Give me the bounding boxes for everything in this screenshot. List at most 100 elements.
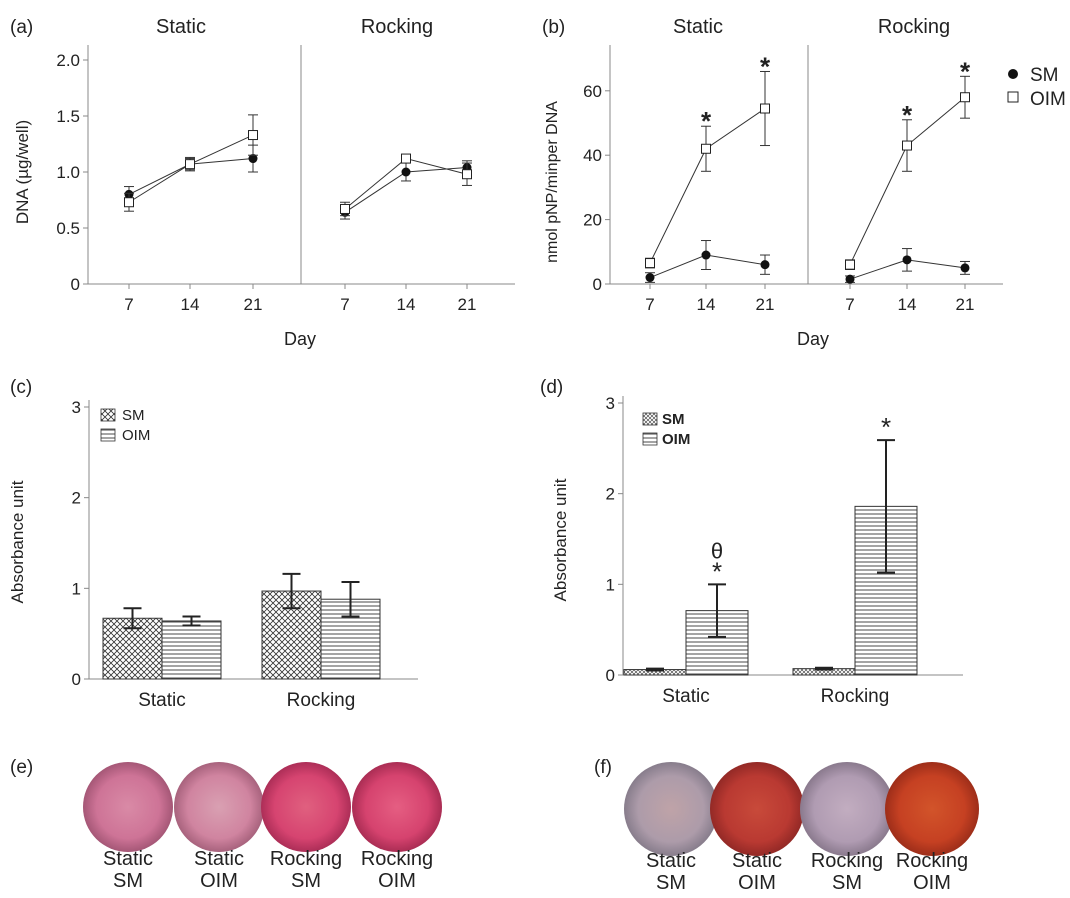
well-rim-shade xyxy=(261,762,351,852)
well-label-line1: Rocking xyxy=(360,848,434,870)
panel-d-legend-oim-swatch xyxy=(642,432,658,446)
panel-c-legend-oim-swatch xyxy=(100,428,116,442)
well-label-line1: Static xyxy=(193,848,245,870)
y-tick-label: 0.5 xyxy=(56,219,80,238)
panel-b-xlabel: Day xyxy=(797,329,829,349)
panel-a-ylabel: DNA (µg/well) xyxy=(13,120,32,224)
panel-a-xlabel: Day xyxy=(284,329,316,349)
y-tick-label: 0 xyxy=(593,275,602,294)
data-point-oim xyxy=(185,159,195,170)
panel-a-static-title: Static xyxy=(156,16,206,38)
well-label-line2: SM xyxy=(832,872,862,894)
legend-oim-label: OIM xyxy=(1030,89,1066,110)
well-label-line2: OIM xyxy=(200,870,238,892)
bar-oim xyxy=(161,620,222,680)
y-tick-label: 2 xyxy=(606,485,615,504)
well-rim-shade xyxy=(710,762,804,856)
panel-letter-f: (f) xyxy=(594,757,612,778)
significance-asterisk: * xyxy=(902,100,913,130)
x-tick-label: 21 xyxy=(458,295,477,314)
x-tick-label: 14 xyxy=(697,295,716,314)
data-point-oim xyxy=(462,169,472,180)
well-label-line1: Static xyxy=(731,850,783,872)
data-point-oim xyxy=(701,143,711,154)
y-tick-label: 1.5 xyxy=(56,107,80,126)
well-label-line1: Static xyxy=(102,848,154,870)
data-point-oim xyxy=(960,92,970,103)
data-point-sm xyxy=(760,260,770,270)
panel-a-dna-chart: DNA (µg/well) Day Static Rocking 0 0.5 1.0… xyxy=(13,16,515,349)
panel-b-ylabel: nmol pNP/minper DNA xyxy=(544,101,561,263)
panel-b-static-title: Static xyxy=(673,16,723,38)
well-rim-shade xyxy=(174,762,264,852)
data-point-sm xyxy=(845,274,855,284)
well-label-line1: Rocking xyxy=(895,850,969,872)
significance-asterisk: * xyxy=(760,51,771,81)
data-point-oim xyxy=(340,203,350,214)
panel-letter-b: (b) xyxy=(542,17,565,38)
data-point-oim xyxy=(760,103,770,114)
well-label: Static OIM xyxy=(707,850,807,894)
data-point-oim xyxy=(124,197,134,208)
y-tick-label: 2.0 xyxy=(56,51,80,70)
well-label: Static OIM xyxy=(169,848,269,892)
well-label-line2: OIM xyxy=(913,872,951,894)
y-tick-label: 0 xyxy=(71,275,80,294)
y-tick-label: 1.0 xyxy=(56,163,80,182)
significance-asterisk: * xyxy=(960,56,971,86)
y-tick-label: 1 xyxy=(72,579,81,598)
well-label: Static SM xyxy=(621,850,721,894)
y-tick-label: 2 xyxy=(72,489,81,508)
well-label-line2: SM xyxy=(291,870,321,892)
category-label: Static xyxy=(138,690,186,711)
significance-asterisk: * xyxy=(712,556,722,586)
y-tick-label: 0 xyxy=(72,670,81,689)
x-tick-label: 14 xyxy=(898,295,917,314)
x-tick-label: 14 xyxy=(397,295,416,314)
panel-b-alp-chart: nmol pNP/minper DNA Day Static Rocking S… xyxy=(544,16,1066,349)
data-point-oim xyxy=(248,130,258,141)
category-label: Rocking xyxy=(287,690,356,711)
legend-sm-marker xyxy=(1008,69,1018,79)
well-rim-shade xyxy=(352,762,442,852)
y-tick-label: 60 xyxy=(583,82,602,101)
data-point-oim xyxy=(902,140,912,151)
well-label: Rocking SM xyxy=(797,850,897,894)
data-point-oim xyxy=(401,153,411,164)
well-rim-shade xyxy=(800,762,894,856)
data-point-oim xyxy=(645,258,655,269)
significance-asterisk: * xyxy=(881,412,891,442)
panel-c-ylabel: Absorbance unit xyxy=(8,480,27,603)
y-tick-label: 0 xyxy=(606,666,615,685)
legend-sm-label: SM xyxy=(1030,65,1059,86)
y-tick-label: 1 xyxy=(606,575,615,594)
well-label: Rocking SM xyxy=(256,848,356,892)
well-label-line2: OIM xyxy=(738,872,776,894)
panel-letter-d: (d) xyxy=(540,377,563,398)
panel-d-legend-oim: OIM xyxy=(662,431,690,448)
panel-c-legend-oim: OIM xyxy=(122,427,150,444)
x-tick-label: 21 xyxy=(956,295,975,314)
data-point-sm xyxy=(401,167,411,177)
well-label-line1: Rocking xyxy=(810,850,884,872)
panel-d-legend-sm: SM xyxy=(662,411,685,428)
well-label-line2: SM xyxy=(656,872,686,894)
well-label: Rocking OIM xyxy=(882,850,982,894)
panel-d-bar-chart: Absorbance unit SM OIM 0123Static*θRocki… xyxy=(551,394,963,707)
x-tick-label: 7 xyxy=(124,295,133,314)
y-tick-label: 20 xyxy=(583,211,602,230)
panel-c-legend-sm-swatch xyxy=(100,408,116,422)
significance-theta: θ xyxy=(711,538,723,563)
x-tick-label: 7 xyxy=(645,295,654,314)
well-label: Rocking OIM xyxy=(347,848,447,892)
panel-d-ylabel: Absorbance unit xyxy=(551,478,570,601)
data-point-sm xyxy=(248,154,258,164)
x-tick-label: 21 xyxy=(756,295,775,314)
well-rim-shade xyxy=(83,762,173,852)
panel-letter-a: (a) xyxy=(10,17,33,38)
stain-wells xyxy=(83,762,979,856)
well-label-line2: OIM xyxy=(378,870,416,892)
data-point-sm xyxy=(902,255,912,265)
panel-letter-e: (e) xyxy=(10,757,33,778)
